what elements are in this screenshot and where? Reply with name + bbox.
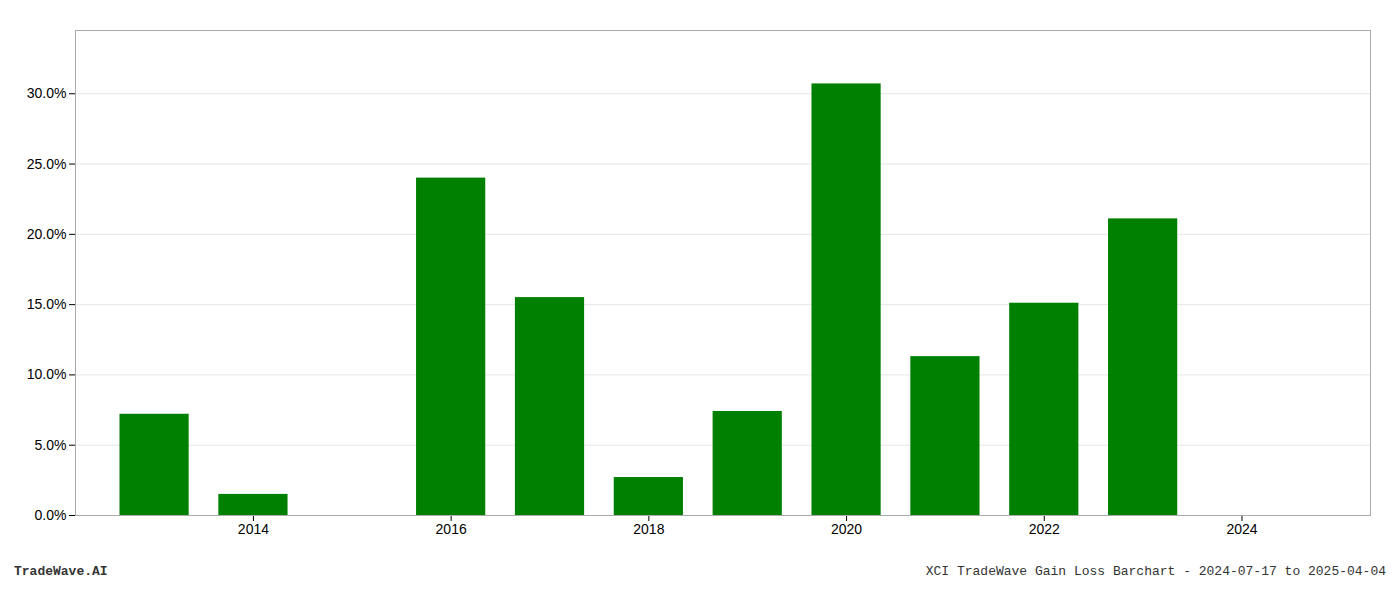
svg-text:2022: 2022 [1029,521,1060,537]
svg-text:25.0%: 25.0% [27,156,67,172]
html-text:XCI TradeWave Gain Loss Barcha: XCI TradeWave Gain Loss Barchart - 2024-… [925,564,1386,579]
svg-text:2016: 2016 [436,521,467,537]
svg-text:2024: 2024 [1226,521,1257,537]
svg-text:10.0%: 10.0% [27,366,67,382]
svg-text:0.0%: 0.0% [35,507,67,523]
svg-text:2020: 2020 [831,521,862,537]
html-text:TradeWave.AI: TradeWave.AI [14,564,108,579]
svg-text:5.0%: 5.0% [35,437,67,453]
svg-text:2018: 2018 [633,521,664,537]
svg-text:2014: 2014 [238,521,269,537]
svg-text:20.0%: 20.0% [27,226,67,242]
svg-text:30.0%: 30.0% [27,85,67,101]
svg-text:15.0%: 15.0% [27,296,67,312]
